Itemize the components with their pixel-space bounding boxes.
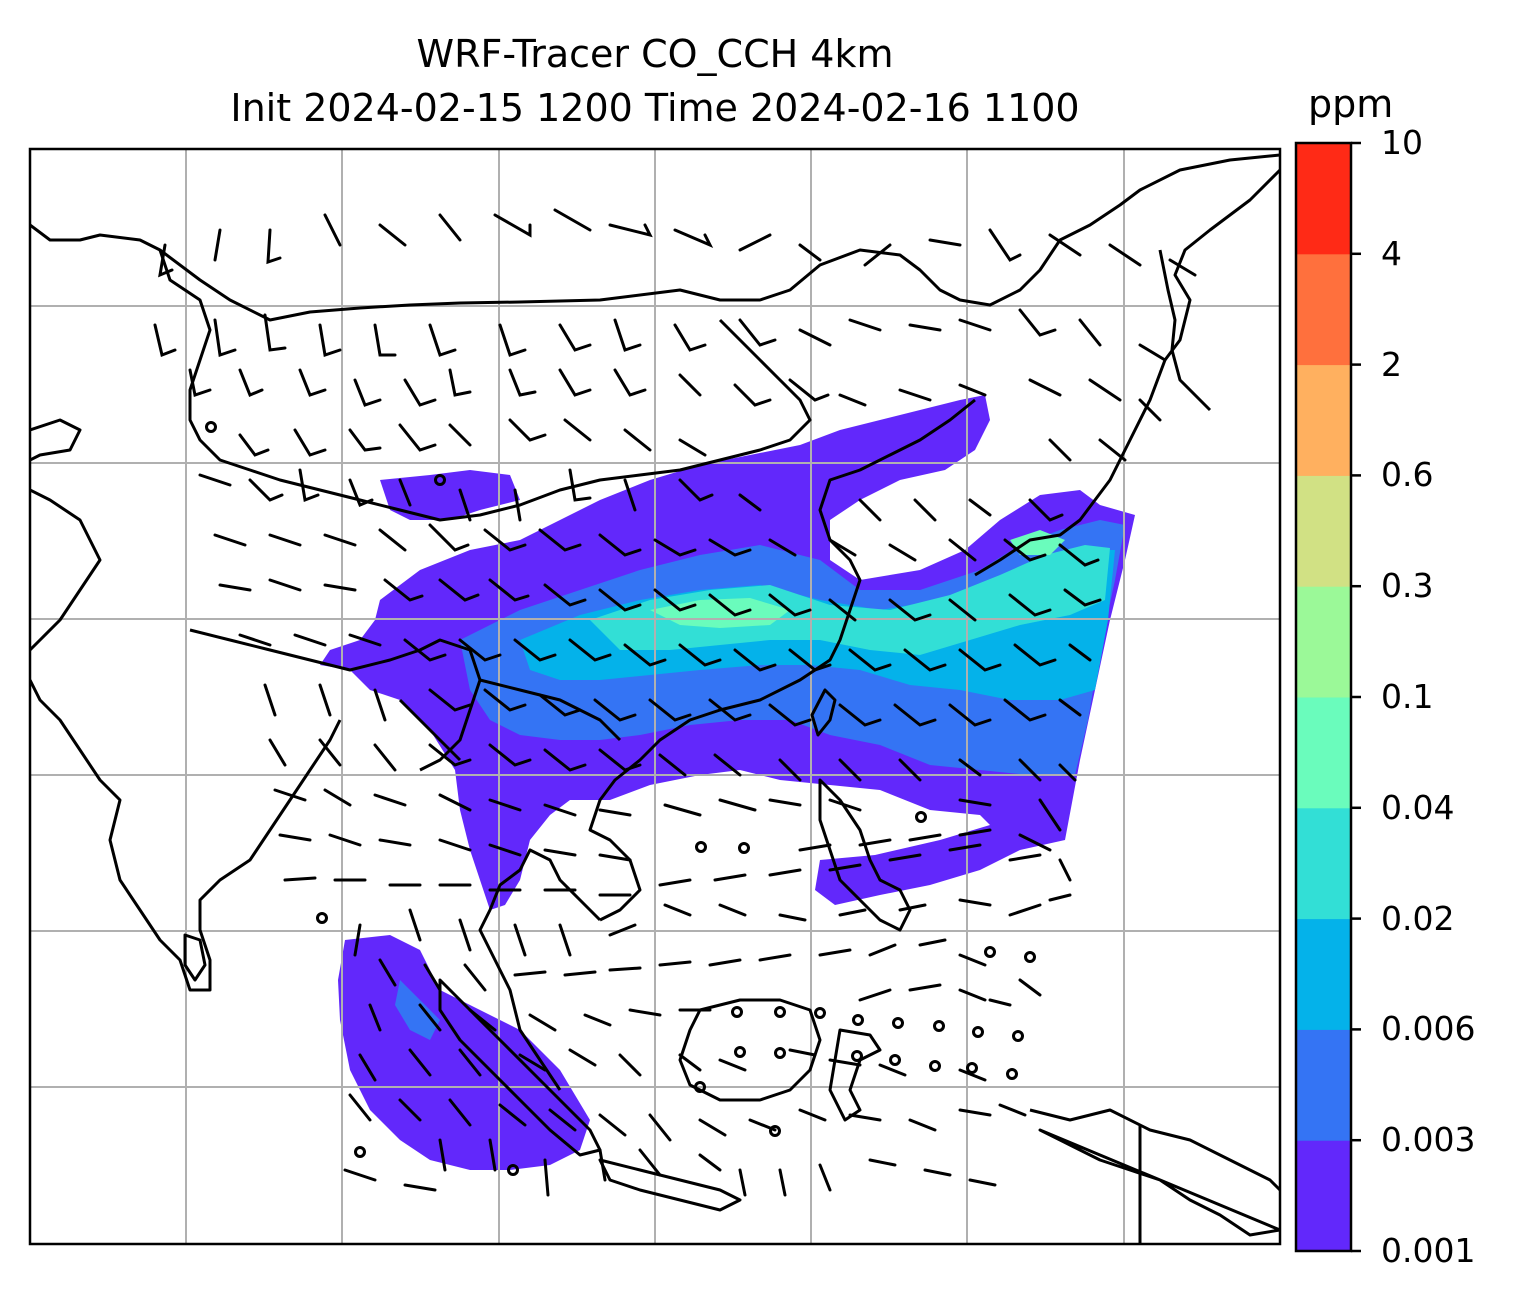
colorbar-tick-label: 0.04 xyxy=(1381,787,1455,827)
colorbar-tick-label: 0.3 xyxy=(1381,566,1434,606)
colorbar xyxy=(1296,143,1351,1252)
colorbar-segment xyxy=(1296,253,1351,366)
colorbar-tick-label: 10 xyxy=(1381,123,1423,162)
colorbar-segment xyxy=(1296,475,1351,587)
colorbar-segment xyxy=(1296,807,1351,920)
chart-subtitle: Init 2024-02-15 1200 Time 2024-02-16 110… xyxy=(230,86,1080,130)
lat-lon-gridlines xyxy=(30,149,1280,1244)
wind-barbs xyxy=(153,208,1197,1197)
colorbar-ticks xyxy=(1351,141,1361,1253)
colorbar-segment xyxy=(1296,1029,1351,1141)
plume-level-004 xyxy=(650,598,790,628)
colorbar-segment xyxy=(1296,143,1351,255)
calm-markers xyxy=(205,421,1036,1176)
colorbar-tick-label: 4 xyxy=(1381,233,1402,273)
colorbar-tick-label: 0.006 xyxy=(1381,1009,1476,1049)
map-frame xyxy=(28,147,1282,1246)
colorbar-tick-label: 0.1 xyxy=(1381,677,1434,716)
colorbar-tick-label: 0.003 xyxy=(1381,1120,1476,1160)
map-panel xyxy=(30,149,1280,1244)
chart-title: WRF-Tracer CO_CCH 4km xyxy=(416,32,894,76)
colorbar-unit-label: ppm xyxy=(1308,82,1394,126)
colorbar-segment xyxy=(1296,586,1351,698)
colorbar-tick-label: 0.02 xyxy=(1381,898,1455,938)
colorbar-tick-label: 0.6 xyxy=(1381,455,1434,495)
colorbar-segment xyxy=(1296,364,1351,476)
colorbar-segment xyxy=(1296,697,1351,809)
colorbar-tick-label: 0.001 xyxy=(1381,1231,1476,1270)
colorbar-tick-label: 2 xyxy=(1381,344,1402,384)
colorbar-segment xyxy=(1296,1140,1351,1252)
colorbar-segment xyxy=(1296,918,1351,1030)
